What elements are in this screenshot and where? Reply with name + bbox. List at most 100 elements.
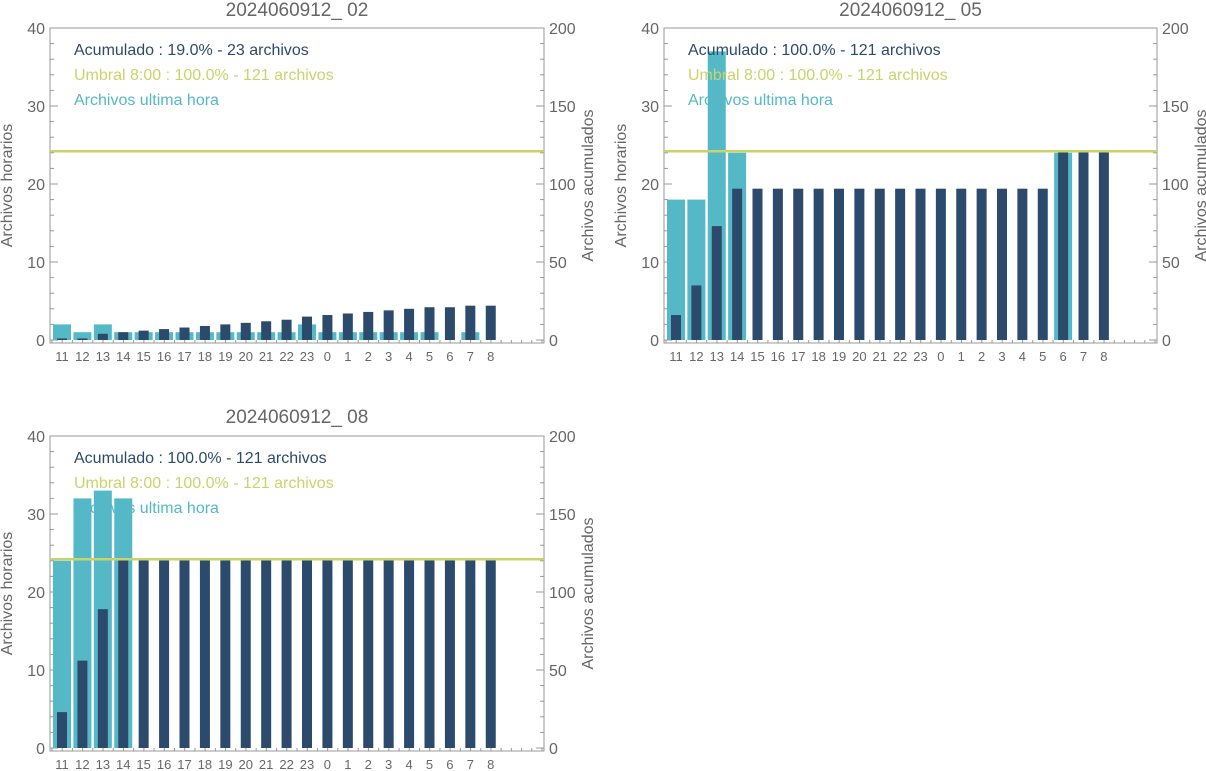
cumulative-bar: [77, 660, 88, 748]
x-tick-label: 22: [279, 349, 293, 364]
cumulative-bar: [179, 559, 190, 748]
y-left-tick-label: 0: [36, 741, 45, 758]
cumulative-bar: [281, 319, 292, 340]
cumulative-bar: [671, 315, 681, 340]
x-tick-label: 21: [259, 757, 273, 771]
cumulative-bar: [383, 310, 394, 340]
x-tick-label: 23: [913, 349, 927, 364]
cumulative-bar: [240, 559, 251, 748]
x-tick-label: 16: [157, 757, 171, 771]
x-tick-label: 21: [259, 349, 273, 364]
x-tick-label: 18: [198, 349, 212, 364]
x-tick-label: 18: [811, 349, 825, 364]
cumulative-bar: [1058, 151, 1069, 340]
x-tick-label: 16: [771, 349, 785, 364]
legend-entry-cumulative: Acumulado : 100.0% - 121 archivos: [74, 450, 327, 467]
cumulative-bar: [854, 188, 865, 340]
x-tick-label: 23: [300, 757, 314, 771]
x-tick-label: 16: [157, 349, 171, 364]
cumulative-bar: [302, 559, 312, 748]
x-tick-label: 12: [75, 757, 89, 771]
y-right-tick-label: 100: [1162, 177, 1189, 194]
y-left-tick-label: 30: [27, 99, 45, 116]
x-tick-label: 0: [937, 349, 944, 364]
cumulative-bar: [97, 609, 108, 748]
y-right-tick-label: 50: [1162, 255, 1180, 272]
cumulative-bar: [404, 559, 415, 748]
y-right-axis-label: Archivos acumulados: [580, 109, 597, 261]
legend-entry-hourly: Archivos ultima hora: [74, 500, 219, 517]
y-right-tick-label: 50: [549, 255, 567, 272]
x-tick-label: 20: [852, 349, 866, 364]
y-left-tick-label: 20: [641, 177, 659, 194]
y-right-tick-label: 0: [1162, 333, 1171, 350]
y-right-tick-label: 100: [549, 177, 576, 194]
y-left-tick-label: 0: [36, 333, 45, 350]
x-tick-label: 19: [218, 757, 232, 771]
cumulative-bar: [874, 188, 885, 340]
cumulative-bar: [915, 188, 926, 340]
cumulative-bar: [138, 559, 149, 748]
x-tick-label: 13: [96, 757, 110, 771]
x-tick-label: 2: [978, 349, 985, 364]
x-tick-label: 3: [385, 757, 392, 771]
y-left-tick-label: 40: [641, 21, 659, 38]
cumulative-bar: [77, 338, 88, 340]
x-tick-label: 22: [279, 757, 293, 771]
x-tick-label: 14: [116, 757, 130, 771]
cumulative-bar: [485, 305, 496, 340]
y-right-tick-label: 50: [549, 663, 567, 680]
cumulative-bar: [240, 322, 251, 340]
legend-entry-cumulative: Acumulado : 19.0% - 23 archivos: [74, 42, 309, 59]
cumulative-bar: [97, 333, 108, 340]
x-tick-label: 7: [467, 349, 474, 364]
chart-panel: 2024060912_ 02010203040050100150200Archi…: [0, 0, 597, 364]
y-right-tick-label: 200: [549, 429, 576, 446]
cumulative-bar: [424, 559, 435, 748]
y-right-tick-label: 150: [549, 507, 576, 524]
x-tick-label: 12: [75, 349, 89, 364]
cumulative-bar: [322, 315, 333, 340]
y-left-tick-label: 20: [27, 177, 45, 194]
hourly-bar: [73, 332, 92, 340]
y-left-axis-label: Archivos horarios: [0, 124, 16, 248]
cumulative-bar: [281, 559, 292, 748]
hourly-bar: [53, 324, 71, 340]
y-right-tick-label: 0: [549, 333, 558, 350]
x-tick-label: 5: [1039, 349, 1046, 364]
x-tick-label: 21: [873, 349, 887, 364]
cumulative-bar: [199, 325, 210, 340]
y-left-axis-label: Archivos horarios: [613, 124, 630, 248]
cumulative-bar: [752, 188, 763, 340]
y-left-tick-label: 10: [27, 255, 45, 272]
cumulative-bar: [220, 324, 231, 340]
cumulative-bar: [118, 332, 129, 340]
y-right-tick-label: 0: [549, 741, 558, 758]
cumulative-bar: [935, 188, 946, 340]
cumulative-bar: [424, 307, 435, 340]
cumulative-bar: [342, 559, 353, 748]
x-tick-label: 2: [365, 757, 372, 771]
x-tick-label: 3: [998, 349, 1005, 364]
legend-entry-hourly: Archivos ultima hora: [74, 92, 219, 109]
cumulative-bar: [138, 330, 149, 340]
x-tick-label: 6: [446, 757, 453, 771]
cumulative-bar: [956, 188, 967, 340]
x-tick-label: 6: [1060, 349, 1067, 364]
x-tick-label: 17: [177, 349, 191, 364]
x-tick-label: 1: [958, 349, 965, 364]
y-right-tick-label: 100: [549, 585, 576, 602]
cumulative-bar: [793, 188, 804, 340]
cumulative-bar: [159, 559, 170, 748]
cumulative-bar: [772, 188, 783, 340]
cumulative-bar: [711, 226, 722, 340]
cumulative-bar: [363, 559, 374, 748]
x-tick-label: 4: [405, 349, 412, 364]
x-tick-label: 17: [177, 757, 191, 771]
x-tick-label: 19: [832, 349, 846, 364]
y-right-tick-label: 200: [1162, 21, 1189, 38]
x-tick-label: 15: [750, 349, 764, 364]
x-tick-label: 7: [467, 757, 474, 771]
x-tick-label: 0: [324, 757, 331, 771]
x-tick-label: 5: [426, 757, 433, 771]
